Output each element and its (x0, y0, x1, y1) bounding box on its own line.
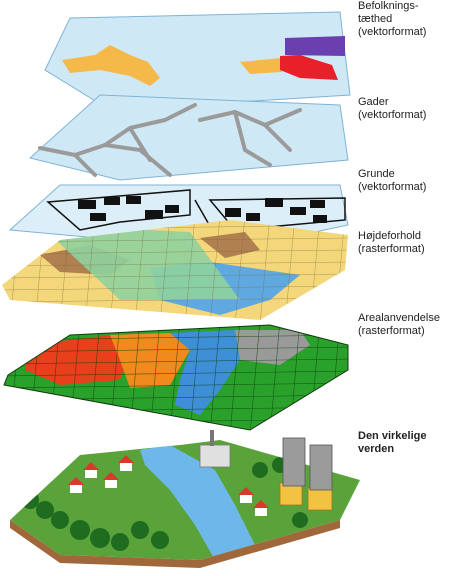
layer-landuse (3, 324, 349, 431)
world-apartments (279, 482, 333, 511)
label-line: Befolknings- (358, 0, 419, 12)
label-line: (rasterformat) (358, 325, 425, 337)
label-realworld: Den virkelige verden (358, 430, 450, 456)
label-elevation: Højdeforhold (rasterformat) (358, 230, 450, 256)
label-line: Den virkelige (358, 430, 427, 442)
population-area-orange (62, 45, 160, 86)
label-streets: Gader (vektorformat) (358, 96, 450, 122)
world-factory (199, 430, 231, 468)
landuse-blue-zone (170, 330, 240, 415)
label-line: (rasterformat) (358, 243, 425, 255)
label-line: (vektorformat) (358, 181, 427, 193)
elevation-green-front (40, 225, 240, 300)
parcel-buildings (78, 196, 327, 223)
landuse-outline (3, 324, 349, 431)
landuse-grid (4, 325, 348, 430)
label-line: tæthed (358, 13, 393, 25)
landuse-gray-zone (235, 330, 310, 365)
label-line: Grunde (358, 168, 395, 180)
street-lines (38, 103, 302, 177)
layer-population (44, 11, 351, 111)
label-line: Arealanvendelse (358, 312, 440, 324)
label-line: Højdeforhold (358, 230, 421, 242)
population-area-purple (285, 36, 345, 56)
elevation-brown-ridge (200, 232, 260, 258)
label-population: Befolknings- tæthed (vektorformat) (358, 0, 450, 39)
world-towers (282, 437, 333, 491)
label-line: (vektorformat) (358, 109, 427, 121)
layer-realworld (10, 430, 360, 568)
population-area-orange-small (240, 58, 282, 74)
label-line: verden (358, 443, 395, 455)
label-landuse: Arealanvendelse (rasterformat) (358, 312, 450, 338)
label-line: (vektorformat) (358, 26, 427, 38)
world-houses (68, 455, 269, 516)
population-area-red (280, 55, 338, 80)
layer-streets (28, 94, 349, 181)
world-edge (10, 520, 340, 568)
label-parcels: Grunde (vektorformat) (358, 168, 450, 194)
world-river (140, 445, 255, 560)
label-line: Gader (358, 96, 389, 108)
